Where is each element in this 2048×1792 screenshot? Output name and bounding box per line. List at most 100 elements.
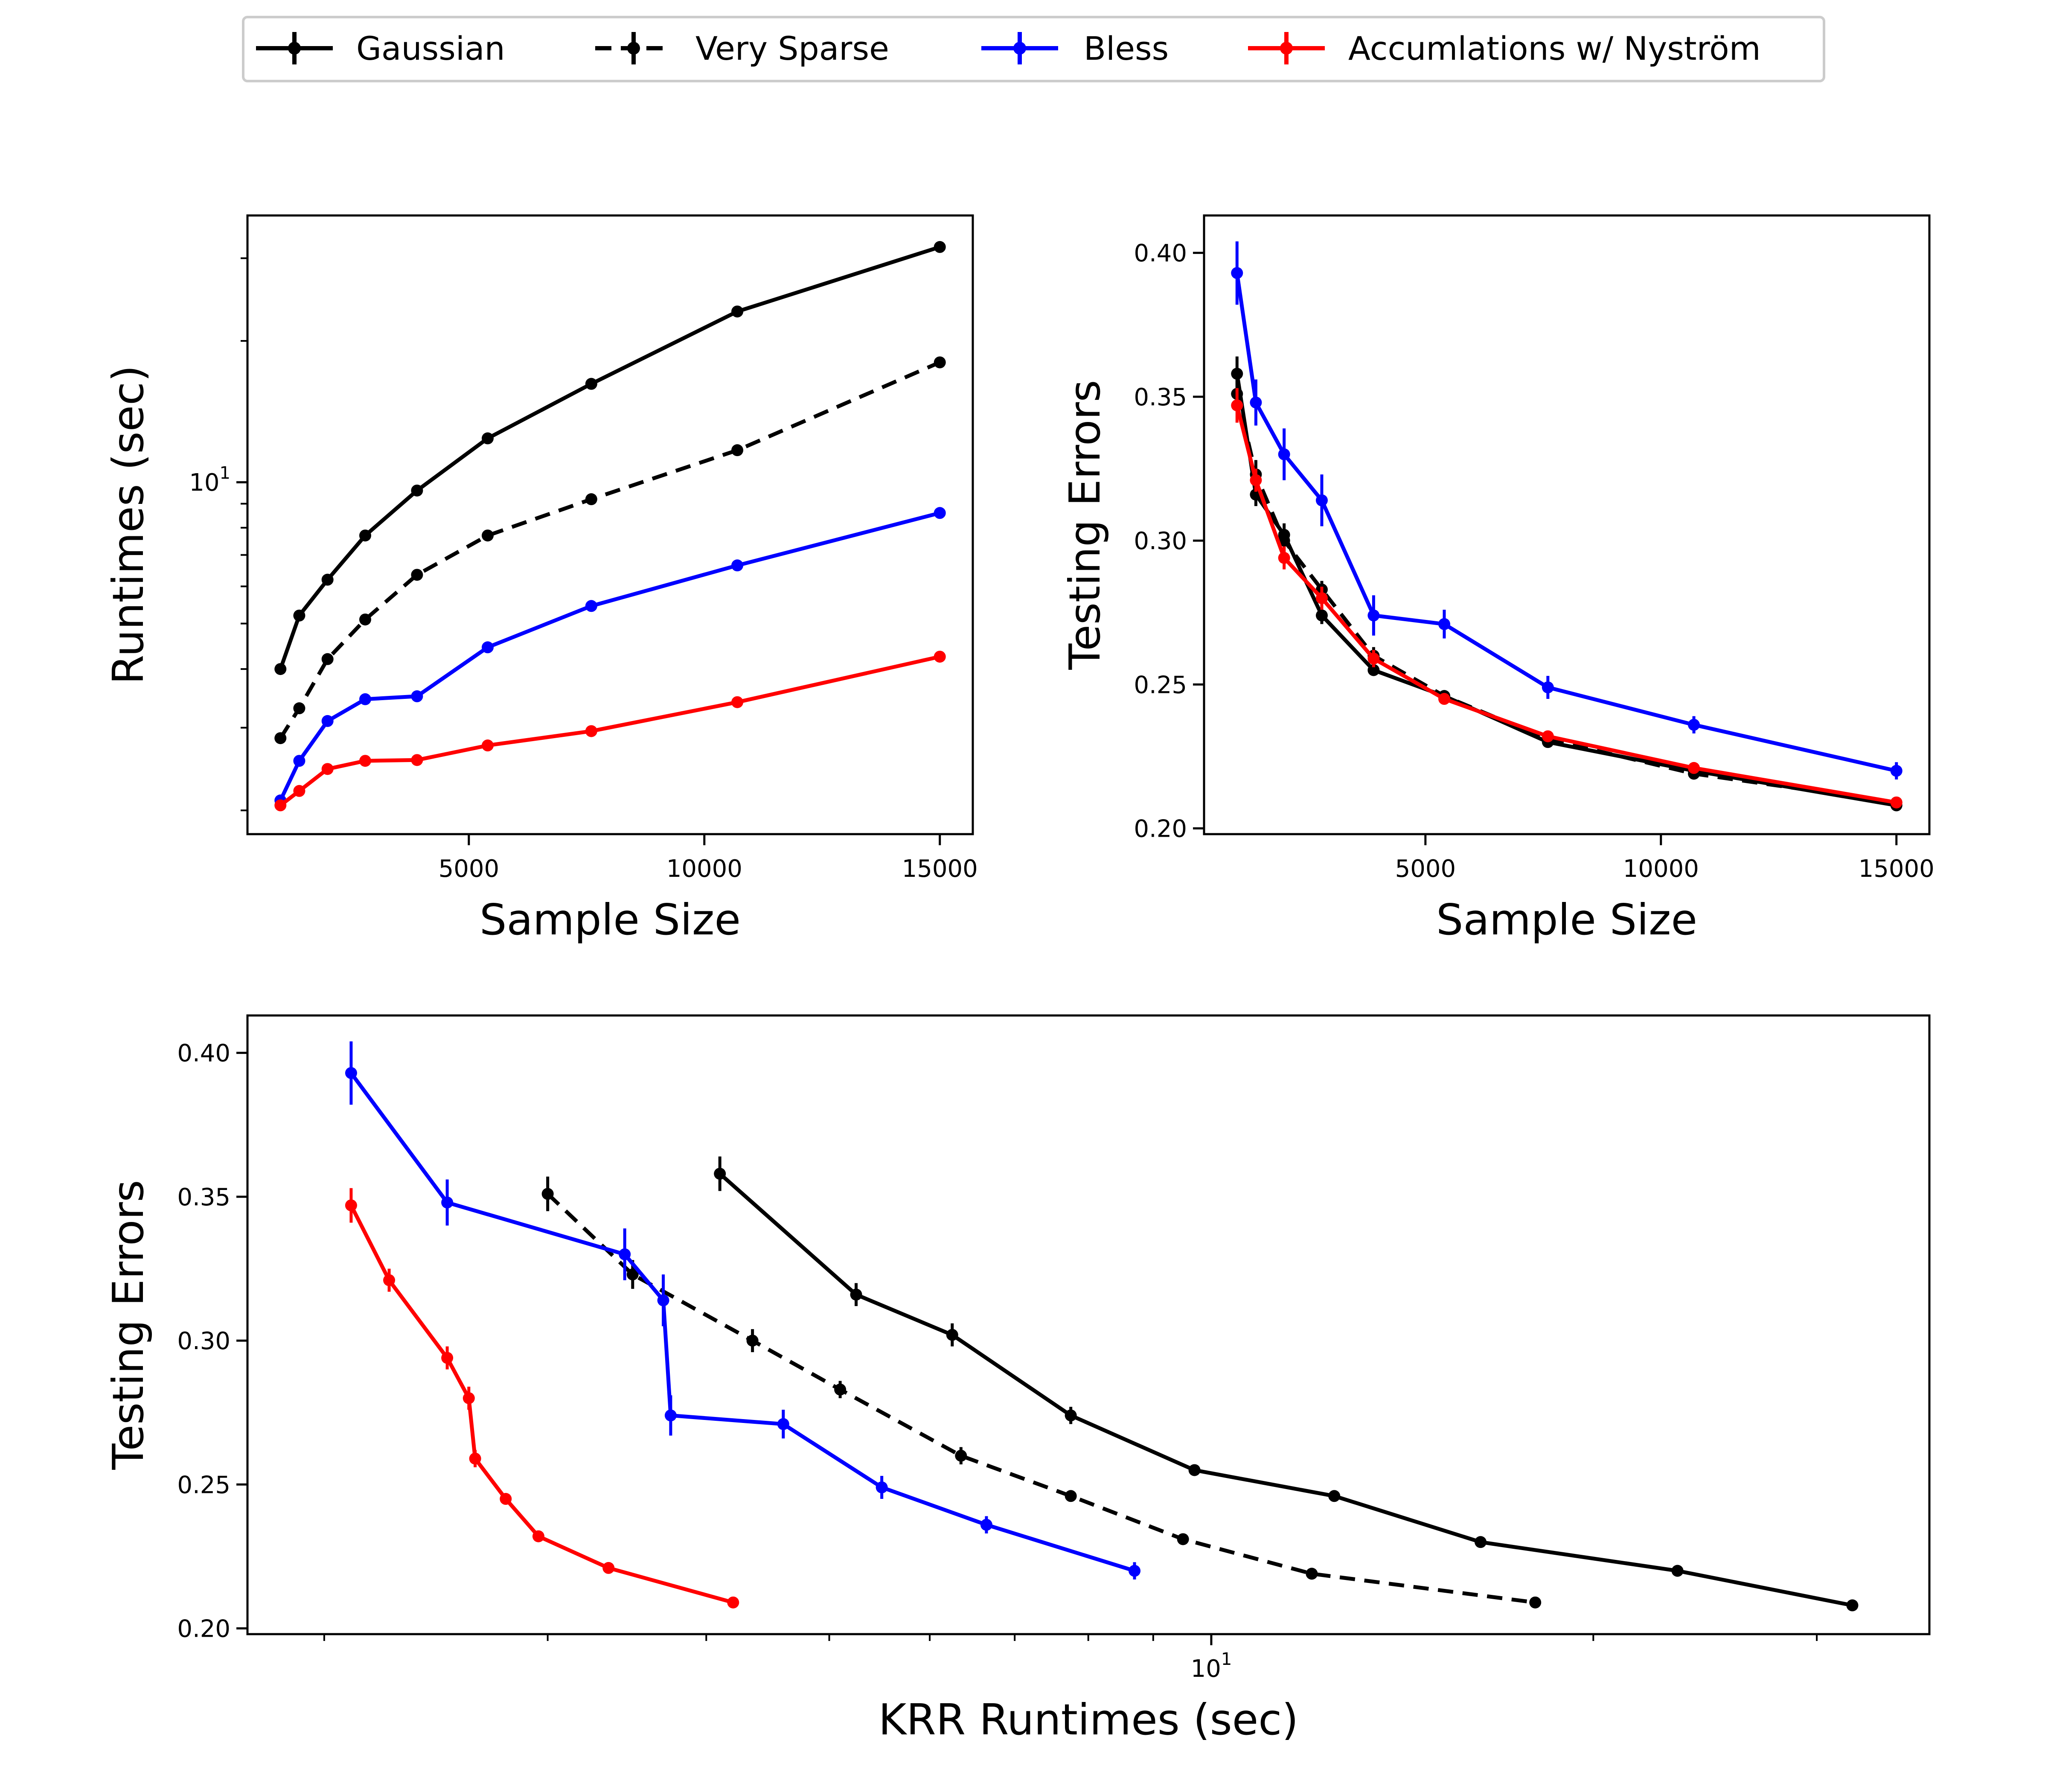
data-point <box>727 1596 739 1609</box>
data-point <box>1688 719 1700 731</box>
legend-entry-gaussian: Gaussian <box>256 29 505 67</box>
data-point <box>1278 448 1290 460</box>
data-point <box>602 1562 615 1574</box>
data-point <box>1438 618 1450 630</box>
data-point <box>274 663 287 675</box>
data-point <box>777 1418 789 1430</box>
series-accumlations-w-nystr-m <box>345 1188 739 1609</box>
legend-label-bless: Bless <box>1084 29 1169 67</box>
series-very-sparse <box>274 356 946 745</box>
data-point <box>411 690 423 702</box>
data-point <box>585 493 597 506</box>
data-point <box>481 432 494 445</box>
data-point <box>657 1294 669 1306</box>
data-point <box>1250 474 1262 486</box>
x-axis-label: KRR Runtimes (sec) <box>879 1695 1299 1745</box>
data-point <box>359 613 371 625</box>
series-bless <box>1231 241 1903 780</box>
legend-marker-bless <box>1013 42 1026 55</box>
data-point <box>1065 1490 1077 1502</box>
y-tick-label: 0.20 <box>177 1615 230 1643</box>
data-point <box>532 1530 544 1542</box>
data-point <box>1890 765 1903 777</box>
legend-entry-bless: Bless <box>981 29 1169 67</box>
data-point <box>441 1196 454 1209</box>
data-point <box>934 241 946 253</box>
data-point <box>481 529 494 542</box>
data-point <box>934 651 946 663</box>
data-point <box>746 1335 759 1347</box>
series-accumlations-w-nystr-m <box>274 651 946 812</box>
data-point <box>980 1519 992 1531</box>
x-tick-label: 15000 <box>902 855 978 883</box>
y-tick-label: 0.25 <box>1134 671 1187 699</box>
series-line-very-sparse <box>279 361 941 739</box>
legend-entry-very-sparse: Very Sparse <box>595 29 889 67</box>
y-tick-label: 0.40 <box>1134 240 1187 268</box>
plot-area <box>345 1041 1859 1612</box>
data-point <box>274 799 287 812</box>
data-point <box>664 1409 677 1422</box>
y-tick-label: 0.35 <box>177 1184 230 1211</box>
data-point <box>500 1493 512 1505</box>
data-point <box>321 653 334 665</box>
series-bless <box>274 507 946 806</box>
data-point <box>731 305 744 318</box>
x-tick-label: 10000 <box>1623 855 1699 883</box>
data-point <box>383 1274 396 1286</box>
data-point <box>731 696 744 708</box>
axes-frame <box>246 214 974 835</box>
data-point <box>1688 762 1700 774</box>
data-point <box>1315 592 1328 604</box>
data-point <box>481 641 494 654</box>
data-point <box>1475 1536 1487 1548</box>
data-point <box>731 444 744 457</box>
data-point <box>619 1248 631 1260</box>
legend-marker-very-sparse <box>627 42 640 55</box>
data-point <box>876 1481 888 1494</box>
x-tick-label: 5000 <box>439 855 500 883</box>
data-point <box>359 755 371 767</box>
data-point <box>585 600 597 612</box>
data-point <box>293 785 305 797</box>
x-axis-label: Sample Size <box>480 895 741 945</box>
series-gaussian <box>714 1156 1859 1612</box>
data-point <box>481 739 494 752</box>
y-axis-label: Testing Errors <box>103 1180 153 1470</box>
legend-marker-gaussian <box>288 42 301 55</box>
data-point <box>1278 535 1290 547</box>
data-point <box>1367 664 1380 676</box>
y-tick-label: 0.20 <box>1134 815 1187 843</box>
data-point <box>541 1188 554 1200</box>
data-point <box>1306 1568 1318 1580</box>
data-point <box>321 573 334 586</box>
y-tick-label: 0.25 <box>177 1471 230 1499</box>
series-bless <box>345 1041 1141 1580</box>
data-point <box>1315 609 1328 622</box>
legend-label-gaussian: Gaussian <box>356 29 505 67</box>
data-point <box>1367 609 1380 622</box>
legend: Gaussian Very Sparse Bless Accumlations … <box>242 16 1825 82</box>
legend-label-very-sparse: Very Sparse <box>695 29 889 67</box>
panel-error-vs-sample-size: 5000 10000 15000 0.20 0.25 0.30 0.35 0.40 Sample… <box>1060 214 1935 945</box>
data-point <box>469 1452 481 1465</box>
panel-error-vs-krr-runtime: 101 0.20 0.25 0.30 0.35 0.40 KRR Runtimes (sec… <box>103 1014 1931 1745</box>
y-axis-label: Runtimes (sec) <box>103 365 153 684</box>
data-point <box>1250 396 1262 409</box>
data-point <box>934 356 946 369</box>
y-tick-label: 0.35 <box>1134 384 1187 411</box>
series-line-very-sparse <box>546 1192 1536 1605</box>
data-point <box>626 1268 639 1280</box>
series-very-sparse <box>541 1176 1542 1609</box>
plot-area <box>274 241 946 812</box>
data-point <box>955 1449 967 1462</box>
data-point <box>441 1352 454 1364</box>
data-point <box>411 484 423 497</box>
data-point <box>274 732 287 745</box>
data-point <box>1065 1409 1077 1422</box>
axes-frame <box>1203 214 1931 835</box>
data-point <box>1231 399 1243 412</box>
x-tick-label: 101 <box>1191 1649 1232 1683</box>
